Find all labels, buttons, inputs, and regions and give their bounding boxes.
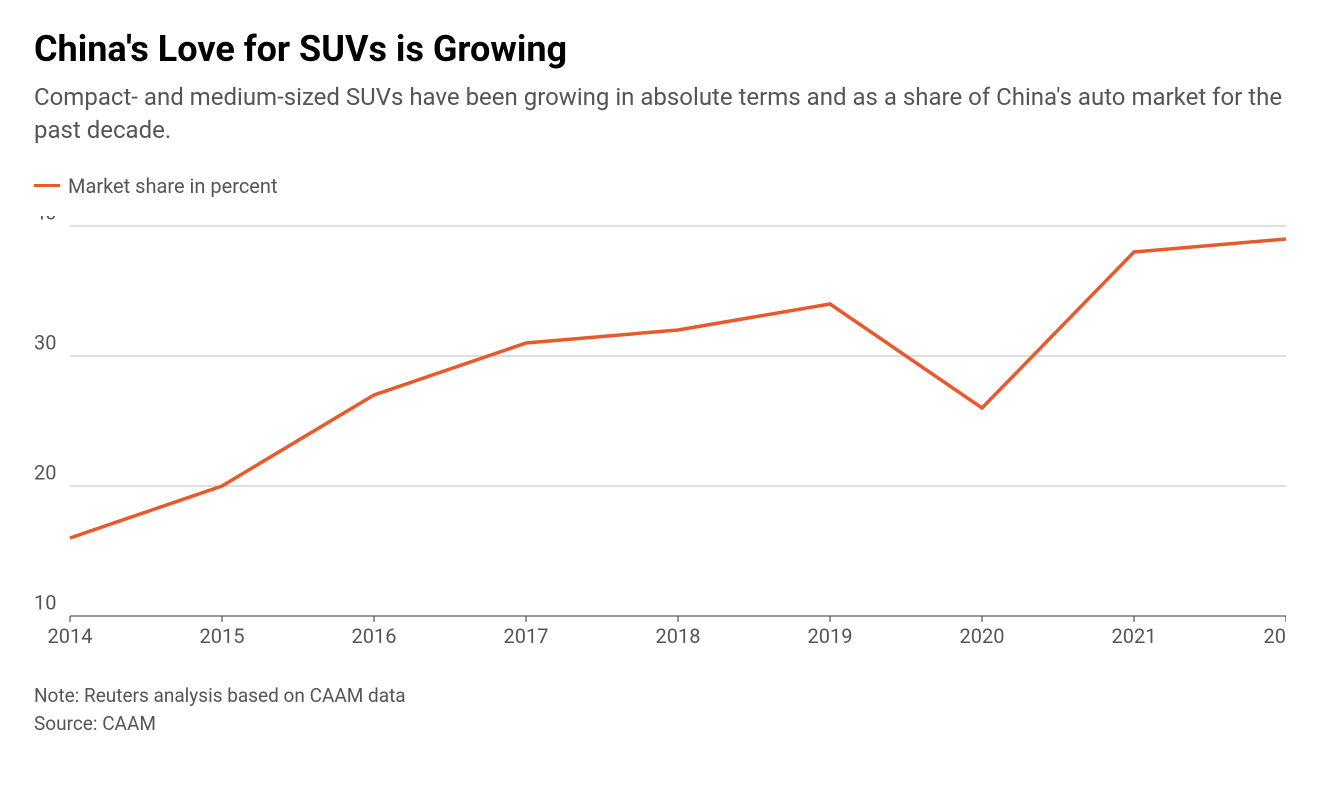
chart-title: China's Love for SUVs is Growing [34,28,1286,71]
x-tick-label: 2021 [1112,624,1157,648]
chart-container: China's Love for SUVs is Growing Compact… [0,0,1320,800]
x-tick-label: 2020 [960,624,1005,648]
y-tick-label: 20 [34,460,56,484]
footer-source: Source: CAAM [34,710,1286,739]
chart-footer: Note: Reuters analysis based on CAAM dat… [34,682,1286,739]
y-tick-label: 10 [34,590,56,614]
chart-subtitle: Compact- and medium-sized SUVs have been… [34,81,1286,146]
chart-plot-area: 10 20 30 40 2014 2015 2016 2017 2018 2019 2020 2021… [34,216,1286,656]
x-tick-label: 2017 [504,624,549,648]
line-chart-svg: 10 20 30 40 2014 2015 2016 2017 2018 2019 2020 2021… [34,216,1286,656]
legend-label: Market share in percent [68,174,278,198]
x-tick-label: 2019 [808,624,853,648]
footer-note: Note: Reuters analysis based on CAAM dat… [34,682,1286,711]
y-tick-label: 30 [34,330,56,354]
x-tick-label: 2015 [200,624,245,648]
y-tick-label: 40 [34,216,56,224]
x-tick-label: 2016 [352,624,397,648]
x-tick-label: 2018 [656,624,701,648]
legend-swatch [34,184,60,187]
legend: Market share in percent [34,174,1286,198]
x-tick-label: 2022 [1264,624,1286,648]
x-tick-label: 2014 [48,624,93,648]
series-line-market-share [70,239,1286,538]
